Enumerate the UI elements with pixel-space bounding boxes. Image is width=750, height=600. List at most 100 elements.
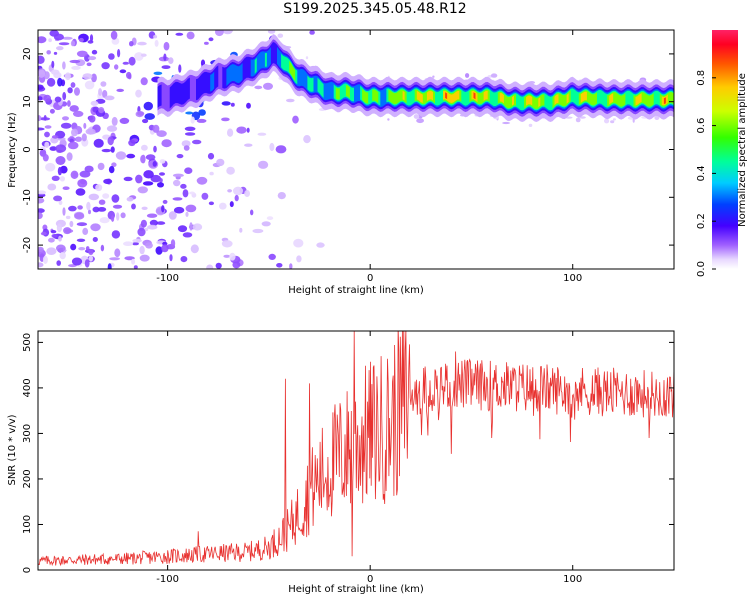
noise-blob xyxy=(55,156,66,165)
x-tick-label: 100 xyxy=(563,574,582,585)
noise-blob xyxy=(38,127,45,131)
noise-blob xyxy=(51,60,55,68)
noise-blob xyxy=(98,107,105,114)
noise-blob xyxy=(66,152,73,161)
noise-blob xyxy=(144,227,149,232)
noise-blob xyxy=(62,61,66,70)
noise-blob xyxy=(128,139,136,147)
noise-blob xyxy=(268,253,276,260)
noise-blob xyxy=(75,136,82,142)
noise-blob xyxy=(93,138,104,148)
noise-blob xyxy=(71,128,78,137)
noise-blob xyxy=(56,260,61,266)
noise-blob xyxy=(102,90,108,98)
noise-blob xyxy=(129,41,134,47)
noise-blob xyxy=(78,247,86,251)
noise-blob xyxy=(95,184,103,192)
noise-blob xyxy=(140,219,147,228)
noise-blob xyxy=(222,30,233,35)
ridge-band xyxy=(635,93,642,106)
noise-blob xyxy=(173,206,185,214)
colorbar: 0.0 0.2 0.4 0.6 0.8 Normalized spectral ampl… xyxy=(696,30,748,277)
noise-blob xyxy=(92,237,98,242)
noise-blob xyxy=(90,100,99,106)
noise-blob xyxy=(49,146,58,151)
ridge-band xyxy=(210,71,215,92)
noise-blob xyxy=(612,118,616,121)
noise-blob xyxy=(303,135,311,144)
ridge-band xyxy=(402,90,405,101)
noise-blob xyxy=(254,85,263,90)
noise-blob xyxy=(84,259,90,268)
ridge-band xyxy=(426,90,433,101)
noise-blob xyxy=(155,246,163,255)
noise-blob xyxy=(123,241,134,246)
snr-ticks: -100 0 100 0 100 200 300 400 500 xyxy=(22,331,674,585)
spectrogram-frame xyxy=(37,29,675,270)
y-tick-label: -20 xyxy=(22,237,33,253)
x-tick-label: -100 xyxy=(156,273,179,284)
noise-blob xyxy=(74,87,80,96)
noise-blob xyxy=(162,199,168,204)
ridge-band xyxy=(307,75,314,92)
noise-blob xyxy=(178,64,182,73)
noise-blob xyxy=(57,77,63,87)
noise-blob xyxy=(62,116,69,121)
noise-blob xyxy=(226,166,235,175)
noise-blob xyxy=(250,209,254,216)
noise-blob xyxy=(112,204,123,209)
ridge-band xyxy=(526,95,533,106)
noise-blob xyxy=(92,206,100,213)
ridge-band xyxy=(289,60,296,82)
noise-blob xyxy=(198,109,206,116)
noise-blob xyxy=(277,192,286,200)
noise-blob xyxy=(98,199,106,205)
noise-blob xyxy=(126,196,134,202)
ridge-band xyxy=(372,89,379,104)
noise-blob xyxy=(82,73,93,80)
noise-blob xyxy=(159,172,165,176)
noise-blob xyxy=(40,231,47,236)
noise-blob xyxy=(189,191,196,195)
noise-blob xyxy=(56,223,63,233)
noise-blob xyxy=(70,243,77,251)
noise-blob xyxy=(111,194,120,203)
noise-blob xyxy=(88,115,96,123)
noise-blob xyxy=(122,61,129,65)
y-tick-label: 200 xyxy=(22,469,33,488)
noise-blob xyxy=(490,73,498,78)
spectrogram-plot-area xyxy=(38,30,674,269)
noise-blob xyxy=(86,201,91,211)
ridge-band xyxy=(157,84,162,108)
noise-blob xyxy=(215,262,222,269)
noise-blob xyxy=(267,30,276,34)
noise-blob xyxy=(190,244,199,254)
noise-blob xyxy=(84,80,95,90)
noise-blob xyxy=(84,165,94,173)
noise-blob xyxy=(190,116,195,124)
y-tick-label: 400 xyxy=(22,378,33,397)
noise-blob xyxy=(137,111,145,116)
y-tick-label: -10 xyxy=(22,189,33,205)
noise-blob xyxy=(111,215,115,222)
noise-blob xyxy=(137,41,147,46)
x-tick-label: 100 xyxy=(563,273,582,284)
noise-blob xyxy=(67,141,79,150)
ridge-band xyxy=(362,88,369,104)
noise-blob xyxy=(139,245,145,255)
noise-blob xyxy=(305,56,309,60)
noise-blob xyxy=(71,257,83,266)
noise-blob xyxy=(215,30,224,37)
noise-blob xyxy=(46,50,51,55)
noise-blob xyxy=(44,125,52,129)
noise-blob xyxy=(57,166,63,176)
noise-blob xyxy=(159,159,166,164)
noise-blob xyxy=(143,170,154,179)
noise-blob xyxy=(86,62,92,67)
noise-blob xyxy=(432,75,435,78)
noise-blob xyxy=(610,120,615,124)
noise-blob xyxy=(78,37,84,43)
noise-blob xyxy=(142,118,149,124)
ridge-band xyxy=(609,93,614,105)
